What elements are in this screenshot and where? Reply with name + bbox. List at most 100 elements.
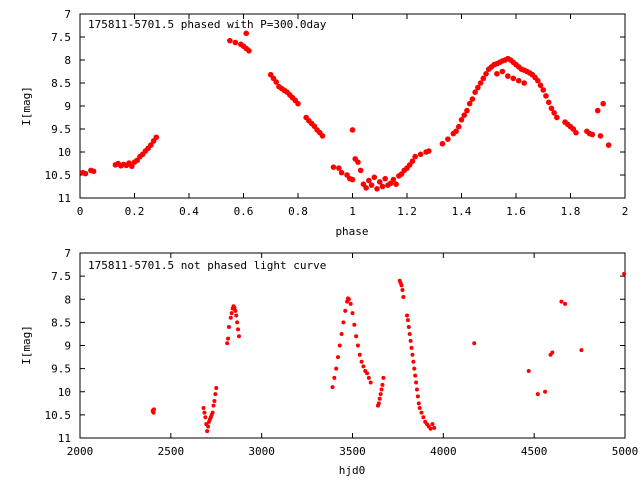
data-point [357,167,364,174]
data-point [151,407,156,412]
data-point [361,364,366,369]
data-point [589,131,596,138]
data-point [273,79,280,85]
data-point [232,305,237,310]
y-tick-label: 9 [64,100,71,113]
data-point [227,37,233,44]
data-point [336,165,342,171]
data-point [354,334,359,339]
data-point [330,164,337,170]
data-point [339,331,344,336]
x-tick-label: 1.2 [397,205,417,218]
y-tick-label: 8.5 [51,316,71,329]
data-point [412,366,417,371]
data-point [477,80,484,86]
data-point [236,334,241,339]
data-point [510,75,517,82]
data-point [499,68,506,75]
data-point [335,355,340,360]
data-point [228,315,233,320]
data-point [400,288,405,292]
data-point [214,386,219,391]
data-point [579,348,584,353]
data-point [410,352,415,357]
data-point [535,77,541,84]
data-point [597,133,604,139]
data-point [515,77,522,84]
y-axis-title: I[mag] [20,86,33,126]
data-point [472,341,477,346]
data-point [494,71,500,77]
data-point [376,401,381,406]
data-point [409,158,416,164]
y-tick-label: 8 [64,293,71,306]
data-point [379,387,384,392]
data-point [521,80,527,86]
y-tick-labels: 7 7.5 8 8.5 9 9.5 10 10.5 11 [45,247,72,445]
x-tick-label: 0.2 [125,205,145,218]
data-point [350,311,355,316]
data-point [559,299,564,304]
y-tick-label: 11 [58,432,71,445]
data-point [234,313,239,318]
data-point [622,271,627,276]
data-point [355,159,361,165]
y-tick-labels: 7 7.5 8 8.5 9 9.5 10 10.5 11 [45,8,72,205]
y-tick-label: 8.5 [51,77,71,90]
data-point [390,176,397,183]
data-point [381,375,386,380]
data-point [458,117,465,123]
x-axis-title: phase [335,225,368,238]
data-point [229,311,234,316]
data-point [82,170,89,177]
data-point [405,318,410,323]
x-tick-label: 0.6 [234,205,254,218]
phased-light-curve-panel: 0 0.2 0.4 0.6 0.8 1 1.2 1.4 1.6 1.8 2 7 7.5 8 8.5 9 9.5… [20,8,628,238]
data-point [338,169,345,176]
data-point [212,399,217,403]
x-tick-label: 0.4 [179,205,199,218]
data-point [407,331,412,336]
data-point [461,112,468,118]
data-point [472,89,478,95]
data-point [414,380,419,385]
data-point [213,392,218,397]
data-point [563,301,568,306]
x-tick-label: 1.8 [561,205,581,218]
data-point [352,322,357,327]
data-point [573,129,579,136]
data-point [153,134,160,141]
data-point [545,99,552,106]
data-point [439,140,446,147]
data-point [399,283,404,288]
data-point [405,313,409,318]
data-point [148,142,154,148]
panel-title: 175811-5701.5 phased with P=300.0day [88,18,327,31]
y-tick-label: 11 [58,192,71,205]
x-tick-label: 5000 [612,445,639,458]
x-tick-label: 1.6 [506,205,526,218]
data-point [334,366,339,371]
data-point [550,350,555,355]
data-point [205,429,210,434]
data-point [475,84,481,91]
data-point [408,338,413,343]
data-point [409,345,414,350]
data-point [453,128,459,135]
data-point [357,352,362,357]
y-tick-label: 10 [58,386,71,399]
data-point [551,110,557,116]
data-point [210,410,215,415]
x-tick-label: 4500 [521,445,548,458]
data-point [319,133,326,139]
data-point [332,375,337,380]
data-point [605,142,612,148]
data-point [414,387,419,392]
data-point [378,392,383,397]
data-point [548,105,555,112]
data-point [428,426,433,431]
data-point [371,174,378,181]
x-tick-label: 3500 [339,445,366,458]
data-point [526,368,531,373]
x-tick-label: 2 [622,205,629,218]
